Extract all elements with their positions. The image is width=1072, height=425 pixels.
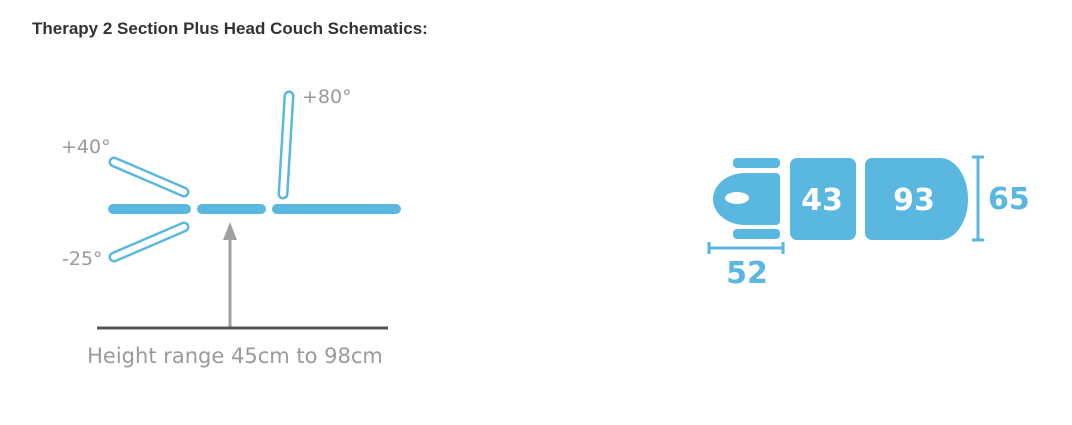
back-length-label: 93	[893, 183, 935, 218]
angle-label-head-up: +40°	[61, 136, 111, 158]
middle-length-label: 43	[801, 183, 843, 218]
angle-label-head-down: -25°	[62, 248, 103, 270]
head-length-label: 52	[726, 256, 768, 291]
back-section-top	[865, 158, 968, 240]
top-view-diagram: 43 93 65 52	[707, 155, 1030, 291]
height-arrow-head	[223, 222, 237, 240]
width-label: 65	[988, 182, 1030, 217]
armrest-bottom	[733, 229, 780, 239]
width-dimension	[972, 155, 984, 242]
page-title: Therapy 2 Section Plus Head Couch Schema…	[32, 19, 428, 38]
side-view-diagram: +40° -25° +80° Height range 45cm to 98cm	[61, 86, 401, 368]
face-hole	[725, 192, 749, 204]
armrest-top	[733, 158, 780, 168]
height-caption: Height range 45cm to 98cm	[87, 344, 383, 368]
middle-section-top	[790, 158, 856, 240]
angle-label-back-up: +80°	[302, 86, 352, 108]
head-length-dimension	[707, 242, 785, 254]
